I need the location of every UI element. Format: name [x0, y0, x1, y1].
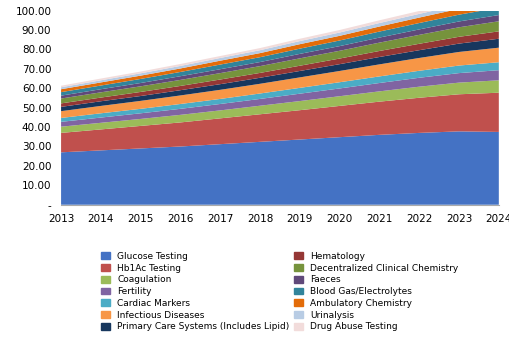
Legend: Glucose Testing, Hb1Ac Testing, Coagulation, Fertility, Cardiac Markers, Infecti: Glucose Testing, Hb1Ac Testing, Coagulat…	[101, 252, 459, 331]
